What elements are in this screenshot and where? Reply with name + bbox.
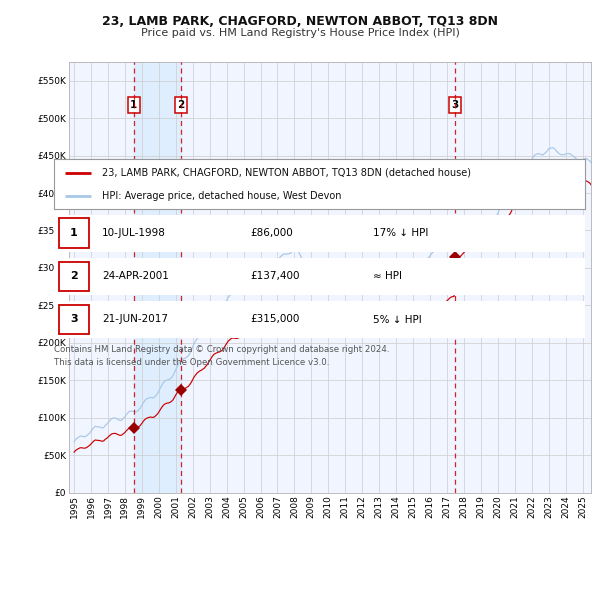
Text: Contains HM Land Registry data © Crown copyright and database right 2024.
This d: Contains HM Land Registry data © Crown c… [54, 345, 389, 366]
Text: 3: 3 [70, 314, 78, 325]
Text: £86,000: £86,000 [250, 228, 293, 238]
Text: 17% ↓ HPI: 17% ↓ HPI [373, 228, 428, 238]
Text: 2: 2 [70, 271, 78, 281]
Text: 1: 1 [130, 100, 137, 110]
Text: 24-APR-2001: 24-APR-2001 [102, 271, 169, 281]
Text: 3: 3 [451, 100, 458, 110]
Text: £315,000: £315,000 [250, 314, 300, 325]
Text: £137,400: £137,400 [250, 271, 300, 281]
Text: 10-JUL-1998: 10-JUL-1998 [102, 228, 166, 238]
Text: 5% ↓ HPI: 5% ↓ HPI [373, 314, 421, 325]
Text: 23, LAMB PARK, CHAGFORD, NEWTON ABBOT, TQ13 8DN: 23, LAMB PARK, CHAGFORD, NEWTON ABBOT, T… [102, 15, 498, 28]
Text: 2: 2 [178, 100, 185, 110]
Text: HPI: Average price, detached house, West Devon: HPI: Average price, detached house, West… [102, 191, 341, 201]
FancyBboxPatch shape [59, 261, 89, 291]
Bar [134, 62, 181, 493]
Text: 1: 1 [70, 228, 78, 238]
Text: ≈ HPI: ≈ HPI [373, 271, 401, 281]
FancyBboxPatch shape [59, 304, 89, 335]
Text: 21-JUN-2017: 21-JUN-2017 [102, 314, 168, 325]
Text: 23, LAMB PARK, CHAGFORD, NEWTON ABBOT, TQ13 8DN (detached house): 23, LAMB PARK, CHAGFORD, NEWTON ABBOT, T… [102, 168, 471, 178]
FancyBboxPatch shape [59, 218, 89, 248]
Text: Price paid vs. HM Land Registry's House Price Index (HPI): Price paid vs. HM Land Registry's House … [140, 28, 460, 38]
